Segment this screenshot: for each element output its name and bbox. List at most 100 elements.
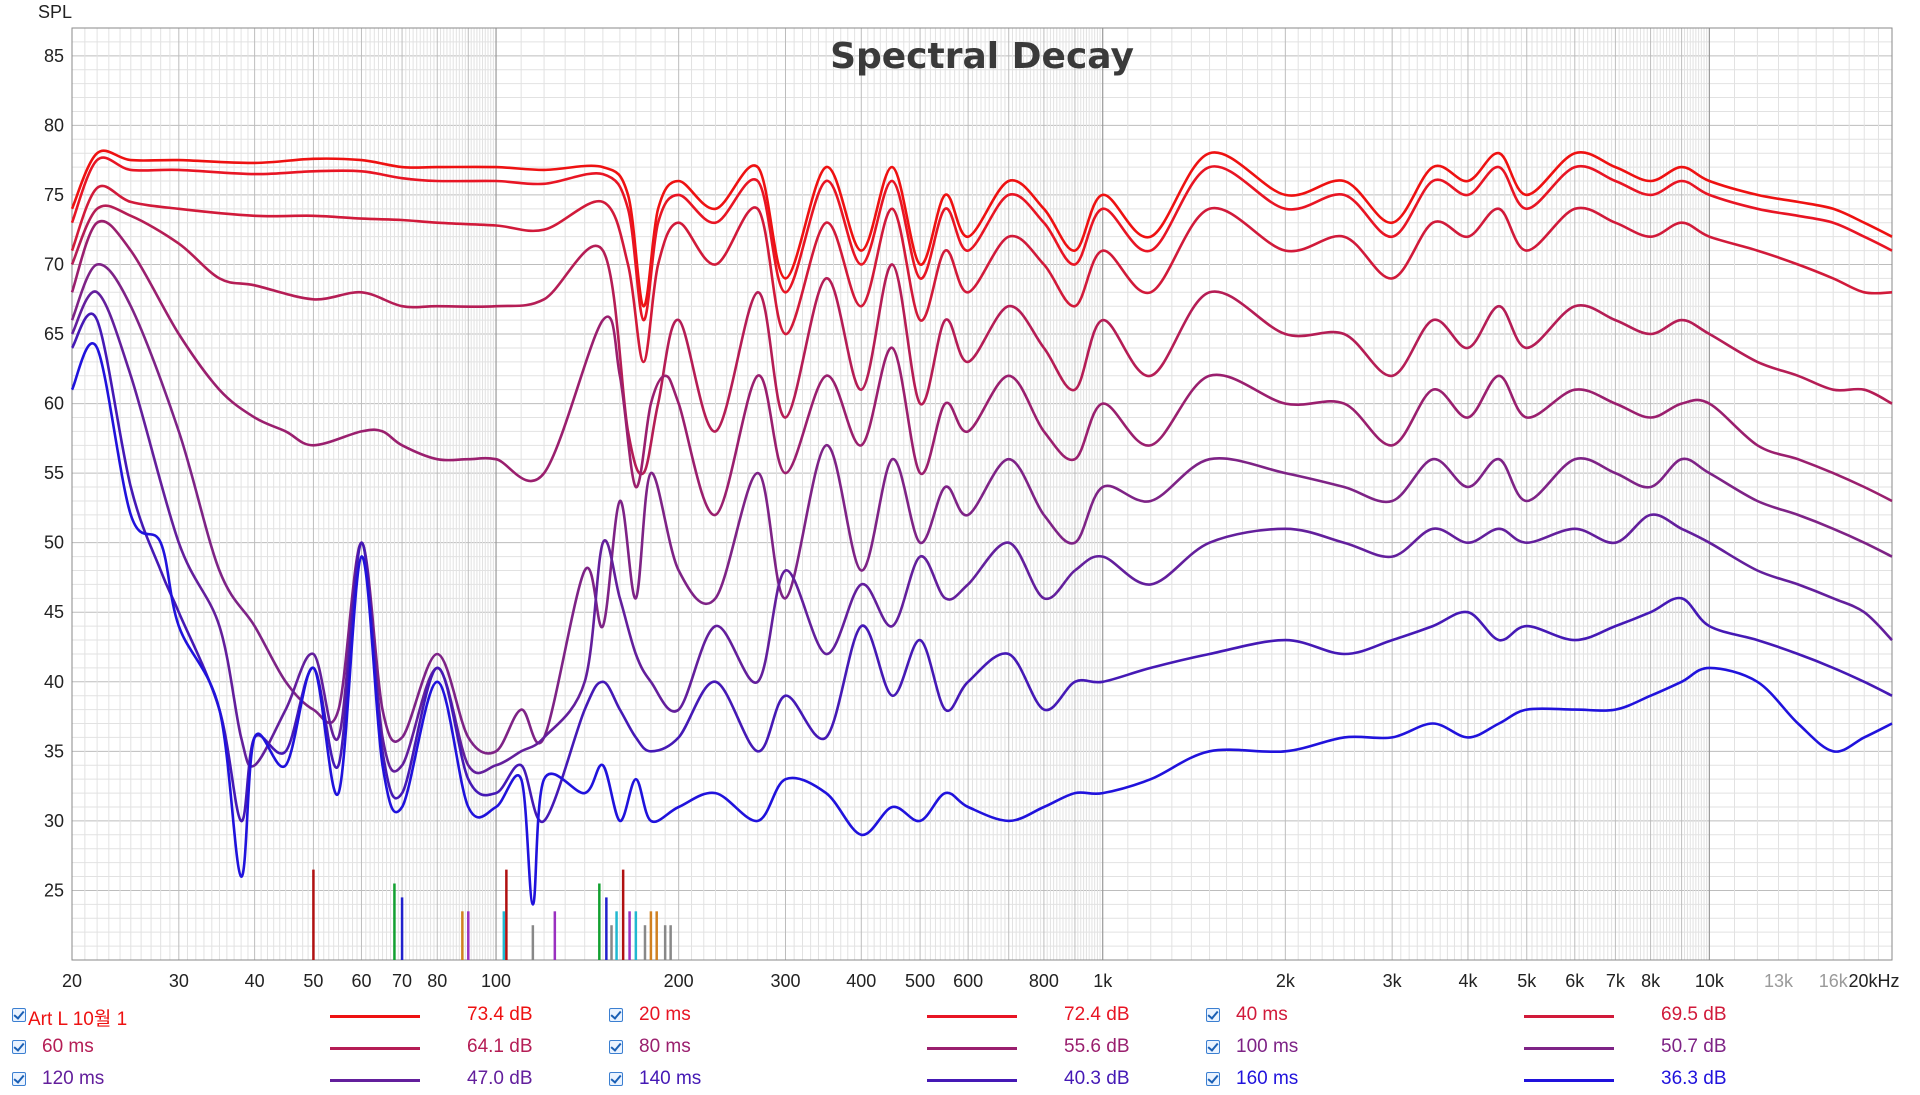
y-tick-label: 85 bbox=[44, 46, 64, 66]
plot-grid bbox=[71, 27, 1893, 961]
legend-value: 36.3 dB bbox=[1661, 1068, 1727, 1089]
legend-item[interactable]: 40 ms 69.5 dB bbox=[1206, 1004, 1796, 1030]
x-tick-label: 13k bbox=[1764, 971, 1794, 991]
legend-checkbox[interactable] bbox=[12, 1072, 26, 1086]
legend-checkbox[interactable] bbox=[609, 1040, 623, 1054]
y-tick-label: 65 bbox=[44, 324, 64, 344]
legend-checkbox[interactable] bbox=[1206, 1040, 1220, 1054]
legend-line-swatch bbox=[330, 1015, 420, 1018]
legend-line-swatch bbox=[330, 1079, 420, 1082]
spectral-decay-chart: 25 30 35 40 45 50 55 60 65 70 75 80 85 20 30 40 50 60 70 8… bbox=[38, 2, 1900, 991]
x-tick-label: 40 bbox=[245, 971, 265, 991]
x-axis-ticks: 20 30 40 50 60 70 80 100 200 300 400 500 600 800 1k 2k 3… bbox=[62, 971, 1900, 991]
x-tick-label: 6k bbox=[1565, 971, 1585, 991]
series-line-1 bbox=[70, 156, 1893, 322]
x-tick-label: 3k bbox=[1383, 971, 1403, 991]
legend-checkbox[interactable] bbox=[1206, 1072, 1220, 1086]
x-tick-label: 60 bbox=[351, 971, 371, 991]
legend-value: 73.4 dB bbox=[467, 1004, 533, 1025]
y-tick-label: 55 bbox=[44, 463, 64, 483]
series-line-8 bbox=[70, 342, 1893, 906]
x-tick-label: 2k bbox=[1276, 971, 1296, 991]
y-axis-label: SPL bbox=[38, 2, 72, 22]
legend-value: 50.7 dB bbox=[1661, 1036, 1727, 1057]
legend-series-name: Art L 10월 1 bbox=[28, 1009, 128, 1030]
x-tick-label: 30 bbox=[169, 971, 189, 991]
legend-series-name: 120 ms bbox=[42, 1068, 105, 1089]
y-tick-label: 60 bbox=[44, 394, 64, 414]
legend-series-name: 140 ms bbox=[639, 1068, 702, 1089]
legend-line-swatch bbox=[330, 1047, 420, 1050]
legend-series-name: 60 ms bbox=[42, 1036, 94, 1057]
y-tick-label: 75 bbox=[44, 185, 64, 205]
series-line-4 bbox=[70, 219, 1893, 517]
x-tick-label: 200 bbox=[664, 971, 694, 991]
legend-series-name: 80 ms bbox=[639, 1036, 691, 1057]
legend-item[interactable]: 100 ms 50.7 dB bbox=[1206, 1036, 1796, 1062]
x-tick-label: 20kHz bbox=[1848, 971, 1899, 991]
legend-line-swatch bbox=[1524, 1047, 1614, 1050]
x-tick-label: 70 bbox=[392, 971, 412, 991]
x-tick-label: 10k bbox=[1695, 971, 1725, 991]
legend-item[interactable]: 20 ms 72.4 dB bbox=[609, 1004, 1199, 1030]
legend-item[interactable]: 120 ms 47.0 dB bbox=[12, 1068, 602, 1094]
x-tick-label: 300 bbox=[770, 971, 800, 991]
chart-title: Spectral Decay bbox=[830, 36, 1134, 77]
x-tick-label: 7k bbox=[1606, 971, 1626, 991]
legend-checkbox[interactable] bbox=[609, 1008, 623, 1022]
legend-series-name: 100 ms bbox=[1236, 1036, 1299, 1057]
legend-value: 64.1 dB bbox=[467, 1036, 533, 1057]
y-axis-ticks: 25 30 35 40 45 50 55 60 65 70 75 80 85 bbox=[44, 46, 64, 901]
series-line-2 bbox=[70, 184, 1893, 364]
x-tick-label: 500 bbox=[905, 971, 935, 991]
y-tick-label: 25 bbox=[44, 880, 64, 900]
x-tick-label: 20 bbox=[62, 971, 82, 991]
legend-value: 72.4 dB bbox=[1064, 1004, 1130, 1025]
series-lines bbox=[70, 149, 1893, 906]
legend-item[interactable]: 160 ms 36.3 dB bbox=[1206, 1068, 1796, 1094]
legend-line-swatch bbox=[927, 1079, 1017, 1082]
x-tick-label: 80 bbox=[427, 971, 447, 991]
y-tick-label: 40 bbox=[44, 672, 64, 692]
legend-line-swatch bbox=[1524, 1079, 1614, 1082]
legend-line-swatch bbox=[927, 1047, 1017, 1050]
legend-checkbox[interactable] bbox=[1206, 1008, 1220, 1022]
series-line-0 bbox=[70, 149, 1893, 308]
legend-checkbox[interactable] bbox=[609, 1072, 623, 1086]
y-tick-label: 80 bbox=[44, 115, 64, 135]
resonance-markers bbox=[312, 869, 672, 960]
legend-value: 40.3 dB bbox=[1064, 1068, 1130, 1089]
y-tick-label: 70 bbox=[44, 254, 64, 274]
legend-series-name: 20 ms bbox=[639, 1004, 691, 1025]
legend-line-swatch bbox=[927, 1015, 1017, 1018]
legend-series-name: 40 ms bbox=[1236, 1004, 1288, 1025]
y-tick-label: 50 bbox=[44, 533, 64, 553]
x-tick-label: 16k bbox=[1819, 971, 1849, 991]
legend-value: 47.0 dB bbox=[467, 1068, 533, 1089]
x-tick-label: 400 bbox=[846, 971, 876, 991]
legend-item[interactable]: 140 ms 40.3 dB bbox=[609, 1068, 1199, 1094]
x-tick-label: 4k bbox=[1458, 971, 1478, 991]
x-tick-label: 1k bbox=[1093, 971, 1113, 991]
x-tick-label: 5k bbox=[1517, 971, 1537, 991]
x-tick-label: 50 bbox=[303, 971, 323, 991]
legend: Art L 10월 1 73.4 dB 20 ms 72.4 dB 40 ms 69.5 … bbox=[0, 1000, 1920, 1095]
legend-item[interactable]: 60 ms 64.1 dB bbox=[12, 1036, 602, 1062]
legend-item[interactable]: Art L 10월 1 73.4 dB bbox=[12, 1004, 602, 1030]
legend-value: 55.6 dB bbox=[1064, 1036, 1130, 1057]
legend-checkbox[interactable] bbox=[12, 1040, 26, 1054]
legend-item[interactable]: 80 ms 55.6 dB bbox=[609, 1036, 1199, 1062]
legend-value: 69.5 dB bbox=[1661, 1004, 1727, 1025]
x-tick-label: 600 bbox=[953, 971, 983, 991]
x-tick-label: 100 bbox=[481, 971, 511, 991]
legend-series-name: 160 ms bbox=[1236, 1068, 1299, 1089]
y-tick-label: 45 bbox=[44, 602, 64, 622]
legend-line-swatch bbox=[1524, 1015, 1614, 1018]
y-tick-label: 35 bbox=[44, 741, 64, 761]
series-line-3 bbox=[70, 204, 1893, 476]
y-tick-label: 30 bbox=[44, 811, 64, 831]
x-tick-label: 8k bbox=[1641, 971, 1661, 991]
series-line-6 bbox=[70, 290, 1893, 775]
legend-checkbox[interactable] bbox=[12, 1008, 26, 1022]
plot-frame bbox=[71, 27, 1893, 961]
